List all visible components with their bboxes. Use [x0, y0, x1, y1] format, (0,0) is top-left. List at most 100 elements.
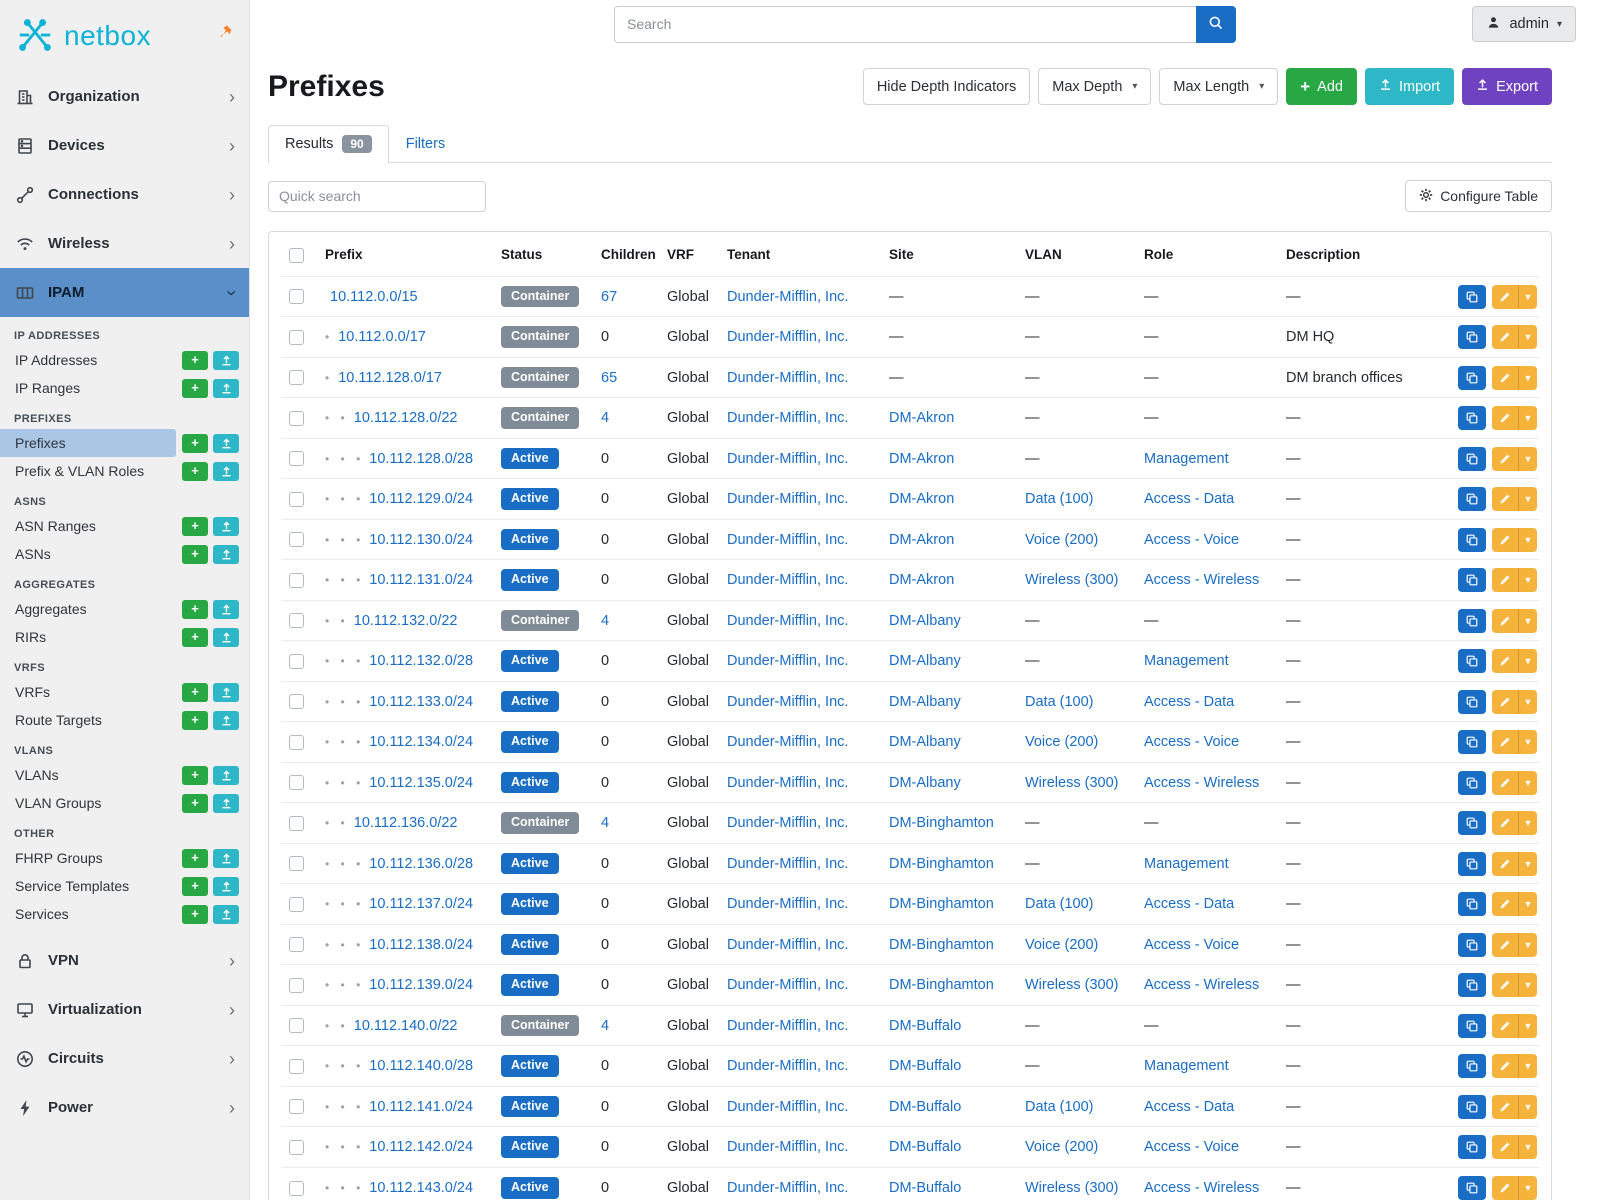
tenant-link[interactable]: Dunder-Mifflin, Inc.	[727, 855, 849, 872]
edit-button[interactable]	[1492, 1094, 1518, 1119]
children-count[interactable]: 65	[593, 356, 659, 398]
prefix-link[interactable]: 10.112.137.0/24	[369, 896, 474, 913]
copy-button[interactable]	[1458, 1175, 1486, 1200]
sidebar-item-connections[interactable]: Connections ›	[0, 170, 249, 219]
edit-button[interactable]	[1492, 446, 1518, 471]
tenant-link[interactable]: Dunder-Mifflin, Inc.	[727, 450, 849, 467]
site-link[interactable]: DM-Binghamton	[889, 896, 994, 913]
site-link[interactable]: DM-Akron	[889, 491, 955, 508]
import-asns-button[interactable]	[213, 544, 239, 564]
row-checkbox[interactable]	[289, 491, 304, 507]
tenant-link[interactable]: Dunder-Mifflin, Inc.	[727, 1139, 849, 1156]
add-ip-ranges-button[interactable]: +	[182, 378, 208, 398]
sidebar-item-organization[interactable]: Organization ›	[0, 72, 249, 121]
copy-button[interactable]	[1458, 406, 1486, 431]
column-header-prefix[interactable]: Prefix	[325, 247, 363, 263]
row-checkbox[interactable]	[289, 1058, 304, 1074]
copy-button[interactable]	[1458, 365, 1486, 390]
row-dropdown-toggle[interactable]: ▼	[1518, 932, 1537, 957]
site-link[interactable]: DM-Binghamton	[889, 977, 994, 994]
edit-button[interactable]	[1492, 811, 1518, 836]
row-dropdown-toggle[interactable]: ▼	[1518, 365, 1537, 390]
role-link[interactable]: Access - Wireless	[1144, 1179, 1260, 1196]
import-ip-ranges-button[interactable]	[213, 378, 239, 398]
role-link[interactable]: Access - Data	[1144, 1098, 1235, 1115]
row-dropdown-toggle[interactable]: ▼	[1518, 1135, 1537, 1160]
sidebar-item-wireless[interactable]: Wireless ›	[0, 219, 249, 268]
site-link[interactable]: DM-Albany	[889, 653, 961, 670]
children-count[interactable]: 4	[593, 599, 659, 641]
prefix-link[interactable]: 10.112.131.0/24	[369, 572, 474, 589]
prefix-link[interactable]: 10.112.135.0/24	[369, 774, 474, 791]
edit-button[interactable]	[1492, 730, 1518, 755]
copy-button[interactable]	[1458, 1135, 1486, 1160]
row-checkbox[interactable]	[289, 977, 304, 993]
site-link[interactable]: DM-Buffalo	[889, 1098, 962, 1115]
add-services-button[interactable]: +	[182, 904, 208, 924]
import-vlan-groups-button[interactable]	[213, 793, 239, 813]
prefix-link[interactable]: 10.112.128.0/28	[369, 450, 474, 467]
row-checkbox[interactable]	[289, 896, 304, 912]
edit-button[interactable]	[1492, 1135, 1518, 1160]
vlan-link[interactable]: Wireless (300)	[1025, 774, 1119, 791]
copy-button[interactable]	[1458, 851, 1486, 876]
prefix-link[interactable]: 10.112.0.0/15	[330, 288, 418, 305]
row-checkbox[interactable]	[289, 532, 304, 548]
site-link[interactable]: DM-Buffalo	[889, 1058, 962, 1075]
copy-button[interactable]	[1458, 284, 1486, 309]
children-count[interactable]: 4	[593, 802, 659, 844]
column-header-site[interactable]: Site	[889, 247, 914, 263]
row-checkbox[interactable]	[289, 1018, 304, 1034]
role-link[interactable]: Access - Wireless	[1144, 572, 1260, 589]
vlan-link[interactable]: Data (100)	[1025, 896, 1094, 913]
tenant-link[interactable]: Dunder-Mifflin, Inc.	[727, 369, 849, 386]
vlan-link[interactable]: Data (100)	[1025, 1098, 1094, 1115]
copy-button[interactable]	[1458, 892, 1486, 917]
tenant-link[interactable]: Dunder-Mifflin, Inc.	[727, 693, 849, 710]
row-checkbox[interactable]	[289, 694, 304, 710]
add-prefixes-button[interactable]: +	[182, 433, 208, 453]
row-checkbox[interactable]	[289, 1180, 304, 1196]
prefix-link[interactable]: 10.112.143.0/24	[369, 1179, 474, 1196]
copy-button[interactable]	[1458, 1094, 1486, 1119]
prefix-link[interactable]: 10.112.128.0/17	[338, 369, 442, 386]
row-dropdown-toggle[interactable]: ▼	[1518, 649, 1537, 674]
prefix-link[interactable]: 10.112.138.0/24	[369, 936, 474, 953]
prefix-link[interactable]: 10.112.139.0/24	[369, 977, 474, 994]
add-rirs-button[interactable]: +	[182, 627, 208, 647]
prefix-link[interactable]: 10.112.132.0/22	[353, 612, 458, 629]
vlan-link[interactable]: Voice (200)	[1025, 531, 1099, 548]
site-link[interactable]: DM-Albany	[889, 693, 961, 710]
tenant-link[interactable]: Dunder-Mifflin, Inc.	[727, 774, 849, 791]
site-link[interactable]: DM-Akron	[889, 410, 955, 427]
row-checkbox[interactable]	[289, 613, 304, 629]
import-ip-addresses-button[interactable]	[213, 350, 239, 370]
edit-button[interactable]	[1492, 1175, 1518, 1200]
column-header-vrf[interactable]: VRF	[667, 247, 694, 263]
site-link[interactable]: DM-Albany	[889, 774, 961, 791]
column-header-tenant[interactable]: Tenant	[727, 247, 771, 263]
search-button[interactable]	[1196, 5, 1236, 43]
configure-table-button[interactable]: Configure Table	[1405, 180, 1552, 212]
tenant-link[interactable]: Dunder-Mifflin, Inc.	[727, 896, 849, 913]
tenant-link[interactable]: Dunder-Mifflin, Inc.	[727, 653, 849, 670]
tenant-link[interactable]: Dunder-Mifflin, Inc.	[727, 815, 849, 832]
hide-depth-indicators-button[interactable]: Hide Depth Indicators	[862, 68, 1031, 105]
column-header-description[interactable]: Description	[1286, 247, 1361, 263]
row-dropdown-toggle[interactable]: ▼	[1518, 487, 1537, 512]
row-checkbox[interactable]	[289, 572, 304, 588]
sidebar-item-vpn[interactable]: VPN ›	[0, 936, 249, 985]
row-checkbox[interactable]	[289, 775, 304, 791]
role-link[interactable]: Management	[1144, 450, 1229, 467]
add-vrfs-button[interactable]: +	[182, 682, 208, 702]
role-link[interactable]: Access - Data	[1144, 491, 1235, 508]
edit-button[interactable]	[1492, 649, 1518, 674]
sidebar-item-power[interactable]: Power ›	[0, 1083, 249, 1132]
copy-button[interactable]	[1458, 770, 1486, 795]
row-dropdown-toggle[interactable]: ▼	[1518, 608, 1537, 633]
site-link[interactable]: DM-Akron	[889, 572, 955, 589]
role-link[interactable]: Access - Voice	[1144, 734, 1240, 751]
pin-sidebar-icon[interactable]	[216, 24, 233, 44]
column-header-status[interactable]: Status	[501, 247, 543, 263]
vlan-link[interactable]: Wireless (300)	[1025, 572, 1119, 589]
